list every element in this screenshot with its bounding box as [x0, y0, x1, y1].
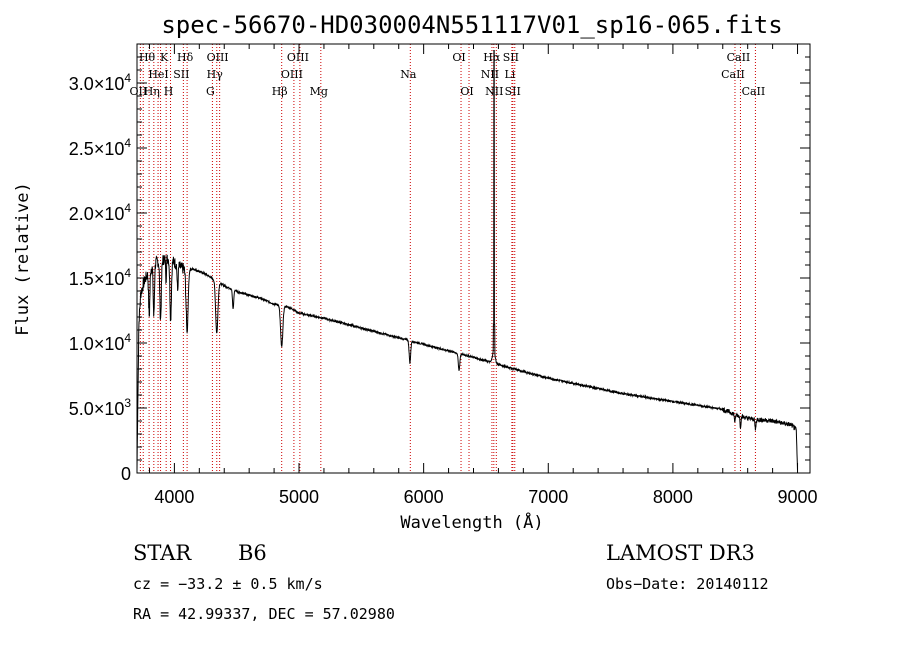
line-label-8: SII	[173, 68, 189, 81]
y-axis-label: Flux (relative)	[13, 182, 33, 336]
line-label-25: Li	[504, 68, 515, 81]
line-label-7: H	[164, 85, 174, 98]
line-label-27: CaII	[727, 51, 751, 64]
line-label-12: OIII	[207, 51, 229, 64]
y-tick-label-5000: 5.0×103	[69, 396, 132, 419]
x-axis-ticks: 4000 5000 6000 7000 8000 9000	[148, 44, 818, 507]
coordinates: RA = 42.99337, DEC = 57.02980	[133, 605, 395, 623]
y-tick-label-30000: 3.0×104	[69, 71, 132, 94]
x-tick-label-8000: 8000	[653, 487, 693, 507]
y-tick-label-20000: 2.0×104	[69, 201, 132, 224]
line-label-2: Hθ	[139, 51, 156, 64]
line-label-5: HeI	[148, 68, 168, 81]
line-label-3: Hη	[144, 85, 160, 98]
survey-name: LAMOST DR3	[606, 541, 755, 565]
line-label-28: CaII	[742, 85, 766, 98]
y-tick-label-25000: 2.5×104	[69, 136, 132, 159]
spectral-line-labels: OII Hθ Hη HeI K H SII Hδ G Hγ OIII Hβ OIII OIII Mg Na OI…	[130, 51, 766, 98]
x-axis-label: Wavelength (Å)	[400, 511, 543, 533]
line-label-11: Hγ	[207, 68, 224, 81]
line-label-16: Mg	[310, 85, 328, 98]
line-label-20: NII	[481, 68, 499, 81]
x-tick-label-4000: 4000	[154, 487, 194, 507]
line-label-6: K	[160, 51, 169, 64]
y-tick-label-15000: 1.5×104	[69, 266, 132, 289]
line-label-10: G	[206, 85, 215, 98]
object-subclass: B6	[238, 541, 267, 565]
line-label-17: Na	[400, 68, 417, 81]
plot-frame	[136, 43, 811, 474]
line-label-9: Hδ	[177, 51, 194, 64]
line-label-0: OII	[130, 85, 148, 98]
y-axis-ticks: 0 5.0×103 1.0×104 1.5×104 2.0×104 2.5×104 3.0×…	[69, 43, 810, 484]
line-label-21: Hα	[483, 51, 501, 64]
line-label-18: OI	[452, 51, 465, 64]
chart-title: spec-56670-HD030004N551117V01_sp16-065.f…	[161, 11, 782, 39]
line-label-24: SII	[505, 85, 521, 98]
line-label-26: CaII	[721, 68, 745, 81]
redshift-velocity: cz = −33.2 ± 0.5 km/s	[133, 575, 323, 593]
x-tick-label-7000: 7000	[528, 487, 568, 507]
observation-date: Obs−Date: 20140112	[606, 575, 769, 593]
line-label-19: OI	[460, 85, 473, 98]
y-tick-label-10000: 1.0×104	[69, 331, 132, 354]
x-tick-label-6000: 6000	[404, 487, 444, 507]
spectrum-series	[136, 50, 798, 471]
line-label-14: OIII	[281, 68, 303, 81]
object-class: STAR	[133, 541, 192, 565]
y-tick-label-0: 0	[121, 464, 131, 484]
line-label-15: OIII	[287, 51, 309, 64]
x-tick-label-5000: 5000	[279, 487, 319, 507]
line-label-13: Hβ	[272, 85, 288, 98]
line-label-23: SII	[503, 51, 519, 64]
x-tick-label-9000: 9000	[778, 487, 818, 507]
spectral-line-markers	[139, 44, 756, 473]
